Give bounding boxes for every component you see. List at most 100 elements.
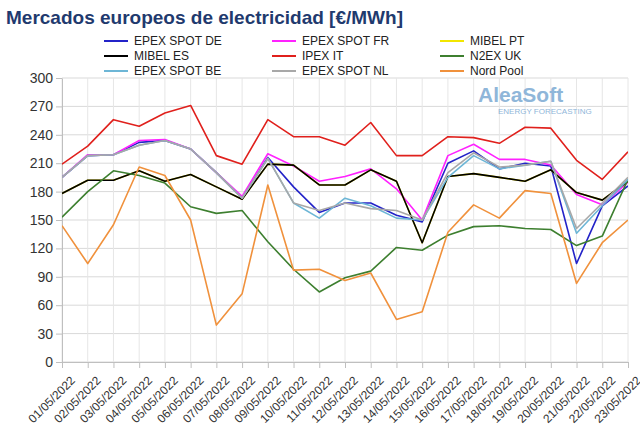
legend-swatch	[440, 55, 464, 57]
tick: 0	[45, 354, 62, 370]
tick: 120	[30, 240, 62, 256]
legend-label: MIBEL ES	[134, 49, 189, 63]
tick-label: 23/05/2022	[592, 373, 640, 426]
legend-item: EPEX SPOT DE	[104, 34, 222, 48]
tick-label: 180	[30, 184, 54, 200]
tick-mark	[628, 362, 629, 368]
legend-swatch	[440, 70, 464, 72]
tick-label: 0	[45, 354, 53, 370]
tick: 30	[37, 326, 62, 342]
tick-label: 270	[30, 98, 54, 114]
tick-mark	[88, 362, 89, 368]
series-line	[62, 167, 628, 325]
grid-line	[499, 78, 500, 362]
tick-mark	[602, 362, 603, 368]
legend-swatch	[272, 70, 296, 72]
legend-swatch	[272, 55, 296, 57]
tick: 90	[37, 269, 62, 285]
tick-label: 90	[37, 269, 53, 285]
series-line	[62, 140, 628, 228]
tick-label: 240	[30, 127, 54, 143]
tick-mark	[56, 220, 62, 221]
tick-mark	[56, 135, 62, 136]
tick-mark	[113, 362, 114, 368]
chart: Mercados europeos de electricidad [€/MWh…	[0, 0, 640, 446]
tick-mark	[422, 362, 423, 368]
tick-mark	[345, 362, 346, 368]
tick-mark	[165, 362, 166, 368]
tick: 270	[30, 98, 62, 114]
grid-line	[345, 78, 346, 362]
legend: EPEX SPOT DE EPEX SPOT FR MIBEL PT MIBEL ES…	[104, 34, 525, 78]
tick-mark	[216, 362, 217, 368]
tick-mark	[525, 362, 526, 368]
x-axis: 01/05/202202/05/202203/05/202204/05/2022…	[26, 362, 640, 426]
tick-mark	[371, 362, 372, 368]
grid-line	[293, 78, 294, 362]
grid	[62, 78, 628, 362]
tick-mark	[56, 334, 62, 335]
tick-mark	[474, 362, 475, 368]
grid-line	[87, 78, 88, 362]
grid-line	[447, 78, 448, 362]
tick-mark	[577, 362, 578, 368]
legend-label: EPEX SPOT NL	[302, 64, 389, 78]
axis-line	[62, 79, 63, 363]
tick-mark	[268, 362, 269, 368]
legend-item: MIBEL PT	[440, 34, 525, 48]
tick-mark	[294, 362, 295, 368]
tick-label: 120	[30, 240, 54, 256]
series-line	[62, 140, 628, 220]
title: Mercados europeos de electricidad [€/MWh…	[6, 7, 403, 28]
series-line	[62, 140, 628, 263]
tick: 300	[30, 70, 62, 86]
grid-line	[602, 78, 603, 362]
grid-line	[319, 78, 320, 362]
legend-label: IPEX IT	[302, 49, 344, 63]
grid-line	[242, 78, 243, 362]
logo: AleaSoft	[478, 83, 563, 106]
grid-line	[216, 78, 217, 362]
legend-label: N2EX UK	[470, 49, 521, 63]
series-line	[62, 105, 628, 179]
legend-item: Nord Pool	[440, 64, 523, 78]
grid-line	[576, 78, 577, 362]
series-line	[62, 171, 628, 292]
legend-item: EPEX SPOT FR	[272, 34, 389, 48]
legend-label: EPEX SPOT BE	[134, 64, 221, 78]
tick-label: 60	[37, 297, 53, 313]
grid-line	[139, 78, 140, 362]
y-axis: 0 30 60 90 120 150 180 210 240 270 300	[30, 70, 63, 370]
tick-mark	[396, 362, 397, 368]
legend-item: EPEX SPOT NL	[272, 64, 389, 78]
plot: 0 30 60 90 120 150 180 210 240 270 300 01/05/202202…	[26, 70, 640, 426]
tick-mark	[56, 163, 62, 164]
tick-label: 30	[37, 326, 53, 342]
tick-mark	[56, 78, 62, 79]
legend-item: EPEX SPOT BE	[104, 64, 221, 78]
legend-item: MIBEL ES	[104, 49, 189, 63]
tick-mark	[499, 362, 500, 368]
tick-mark	[242, 362, 243, 368]
tick-label: 150	[30, 212, 54, 228]
tick-mark	[56, 277, 62, 278]
tick: 210	[30, 155, 62, 171]
tick-mark	[551, 362, 552, 368]
tick-mark	[56, 192, 62, 193]
tick-mark	[139, 362, 140, 368]
legend-label: Nord Pool	[470, 64, 523, 78]
legend-swatch	[272, 40, 296, 42]
tick-mark	[319, 362, 320, 368]
lines	[62, 105, 628, 325]
tick-mark	[56, 106, 62, 107]
grid-line	[370, 78, 371, 362]
legend-swatch	[440, 40, 464, 42]
legend-item: N2EX UK	[440, 49, 521, 63]
tick-label: 210	[30, 155, 54, 171]
logo-subtitle: ENERGY FORECASTING	[498, 107, 592, 116]
legend-label: EPEX SPOT FR	[302, 34, 389, 48]
grid-line	[550, 78, 551, 362]
tick: 60	[37, 297, 62, 313]
legend-swatch	[104, 55, 128, 57]
legend-item: IPEX IT	[272, 49, 344, 63]
